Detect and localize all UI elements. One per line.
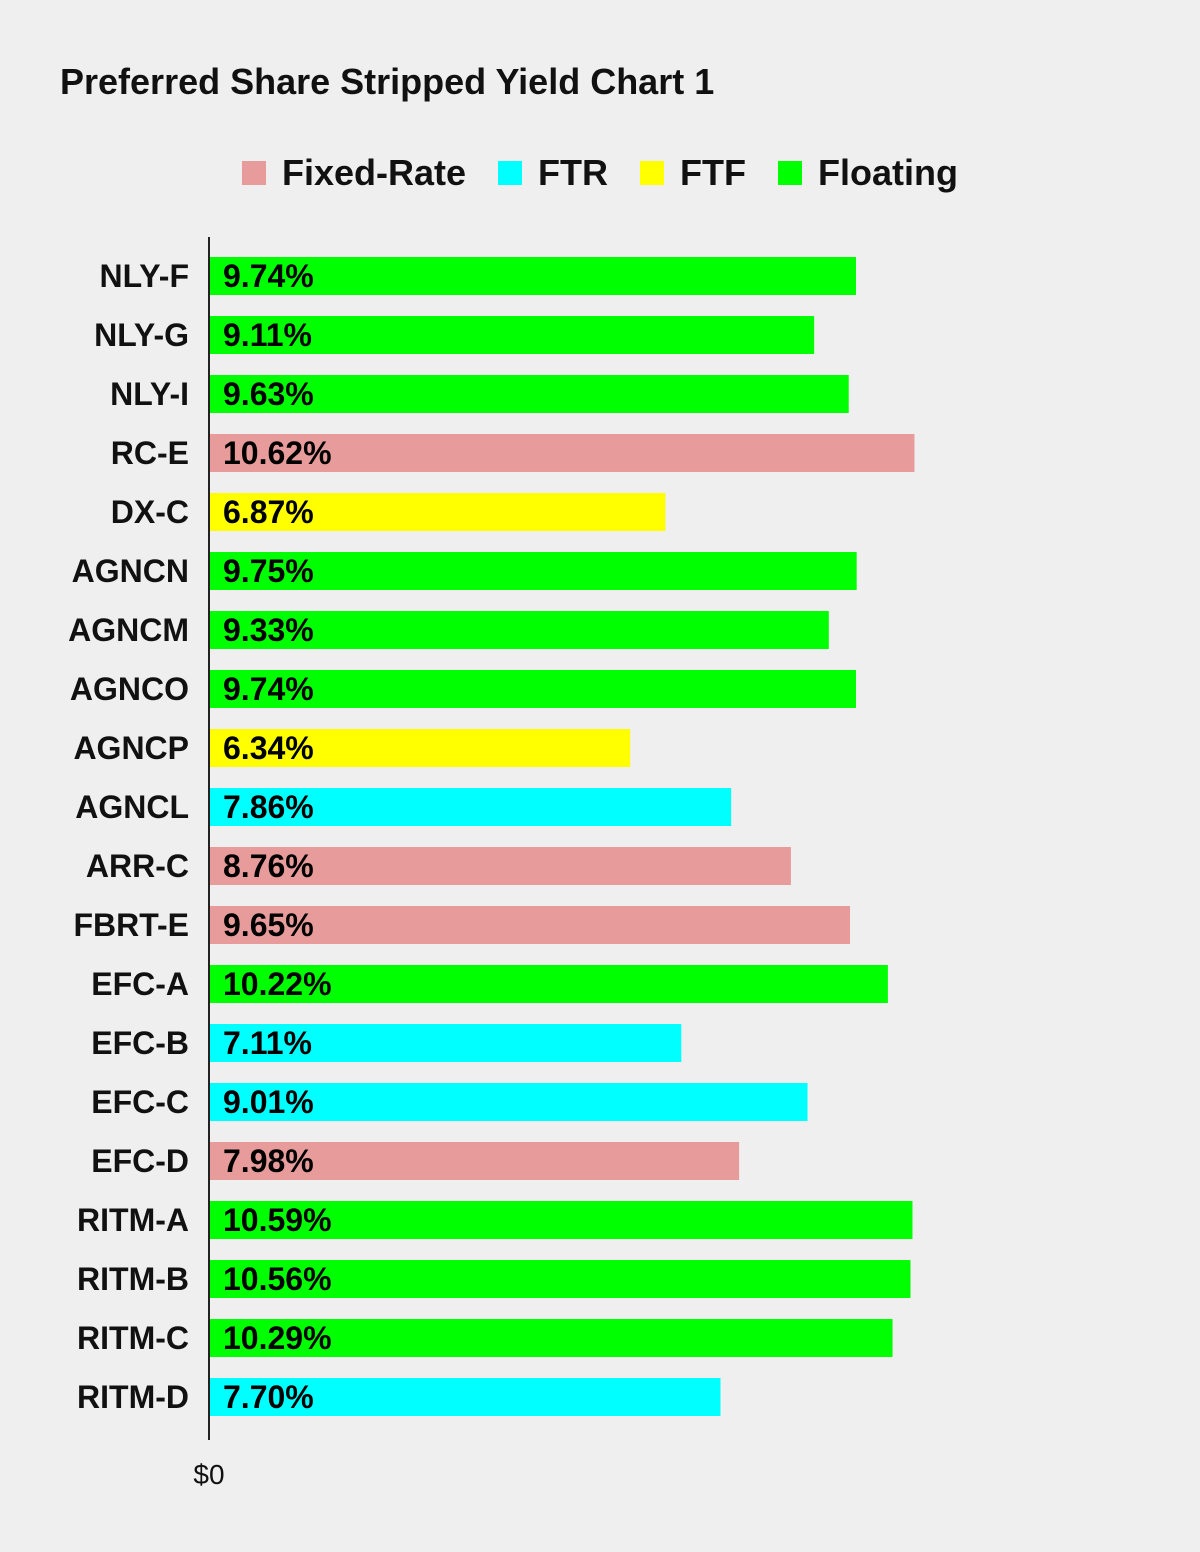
data-label-efc-b: 7.11% <box>223 1025 312 1061</box>
data-label-fbrt-e: 9.65% <box>223 907 314 943</box>
category-label-nly-f: NLY-F <box>100 258 190 294</box>
category-label-efc-b: EFC-B <box>91 1025 189 1061</box>
data-label-rc-e: 10.62% <box>223 435 332 471</box>
data-label-agncp: 6.34% <box>223 730 314 766</box>
category-label-ritm-b: RITM-B <box>77 1261 189 1297</box>
category-label-ritm-c: RITM-C <box>77 1320 189 1356</box>
bar-agncl <box>209 788 732 826</box>
data-label-efc-a: 10.22% <box>223 966 332 1002</box>
legend-swatch-floating <box>778 161 803 185</box>
category-label-agnco: AGNCO <box>70 671 189 707</box>
bar-nly-f <box>209 257 857 295</box>
data-label-ritm-a: 10.59% <box>223 1202 332 1238</box>
category-label-nly-i: NLY-I <box>110 376 189 412</box>
bar-agncn <box>209 552 857 590</box>
data-label-ritm-c: 10.29% <box>223 1320 332 1356</box>
legend-label-floating: Floating <box>818 152 958 193</box>
bar-agncm <box>209 611 829 649</box>
category-label-ritm-a: RITM-A <box>77 1202 189 1238</box>
data-label-nly-i: 9.63% <box>223 376 314 412</box>
data-label-agncm: 9.33% <box>223 612 314 648</box>
category-label-efc-d: EFC-D <box>91 1143 189 1179</box>
category-label-efc-c: EFC-C <box>91 1084 189 1120</box>
data-label-ritm-b: 10.56% <box>223 1261 332 1297</box>
legend-swatch-fixed-rate <box>242 161 266 185</box>
data-label-agncl: 7.86% <box>223 789 314 825</box>
x-tick-label-0: $0 <box>193 1459 224 1490</box>
bar-ritm-d <box>209 1378 721 1416</box>
bar-rc-e <box>209 434 915 472</box>
legend-swatch-ftf <box>640 161 665 185</box>
data-label-efc-c: 9.01% <box>223 1084 314 1120</box>
bar-agncp <box>209 729 631 767</box>
bar-fbrt-e <box>209 906 851 944</box>
bar-dx-c <box>209 493 666 531</box>
data-label-dx-c: 6.87% <box>223 494 314 530</box>
bar-ritm-c <box>209 1319 893 1357</box>
bar-arr-c <box>209 847 791 885</box>
data-label-agnco: 9.74% <box>223 671 314 707</box>
category-label-arr-c: ARR-C <box>86 848 189 884</box>
legend-label-fixed-rate: Fixed-Rate <box>282 152 467 193</box>
legend-label-ftf: FTF <box>680 152 747 193</box>
category-label-agncl: AGNCL <box>75 789 189 825</box>
bar-nly-i <box>209 375 849 413</box>
bar-efc-b <box>209 1024 682 1062</box>
data-label-efc-d: 7.98% <box>223 1143 314 1179</box>
legend-item-floating[interactable]: Floating <box>778 152 958 194</box>
category-label-ritm-d: RITM-D <box>77 1379 189 1415</box>
legend-item-fixed-rate[interactable]: Fixed-Rate <box>242 152 466 194</box>
chart-title: Preferred Share Stripped Yield Chart 1 <box>60 61 715 102</box>
data-label-arr-c: 8.76% <box>223 848 314 884</box>
legend-label-ftr: FTR <box>538 152 609 193</box>
category-label-nly-g: NLY-G <box>94 317 189 353</box>
category-label-agncn: AGNCN <box>72 553 189 589</box>
bar-efc-c <box>209 1083 808 1121</box>
bar-ritm-b <box>209 1260 911 1298</box>
category-label-dx-c: DX-C <box>111 494 189 530</box>
category-label-fbrt-e: FBRT-E <box>73 907 189 943</box>
data-label-agncn: 9.75% <box>223 553 314 589</box>
bar-efc-d <box>209 1142 740 1180</box>
category-label-rc-e: RC-E <box>111 435 189 471</box>
legend-item-ftf[interactable]: FTF <box>640 152 746 194</box>
data-label-ritm-d: 7.70% <box>223 1379 314 1415</box>
category-label-agncm: AGNCM <box>68 612 189 648</box>
bar-nly-g <box>209 316 815 354</box>
bar-agnco <box>209 670 857 708</box>
legend-item-ftr[interactable]: FTR <box>498 152 608 194</box>
data-label-nly-f: 9.74% <box>223 258 314 294</box>
legend-swatch-ftr <box>498 161 523 185</box>
category-label-efc-a: EFC-A <box>91 966 189 1002</box>
legend: Fixed-Rate FTR FTF Floating <box>0 150 1200 196</box>
bar-efc-a <box>209 965 888 1003</box>
data-label-nly-g: 9.11% <box>223 317 312 353</box>
category-label-agncp: AGNCP <box>73 730 189 766</box>
bar-ritm-a <box>209 1201 913 1239</box>
